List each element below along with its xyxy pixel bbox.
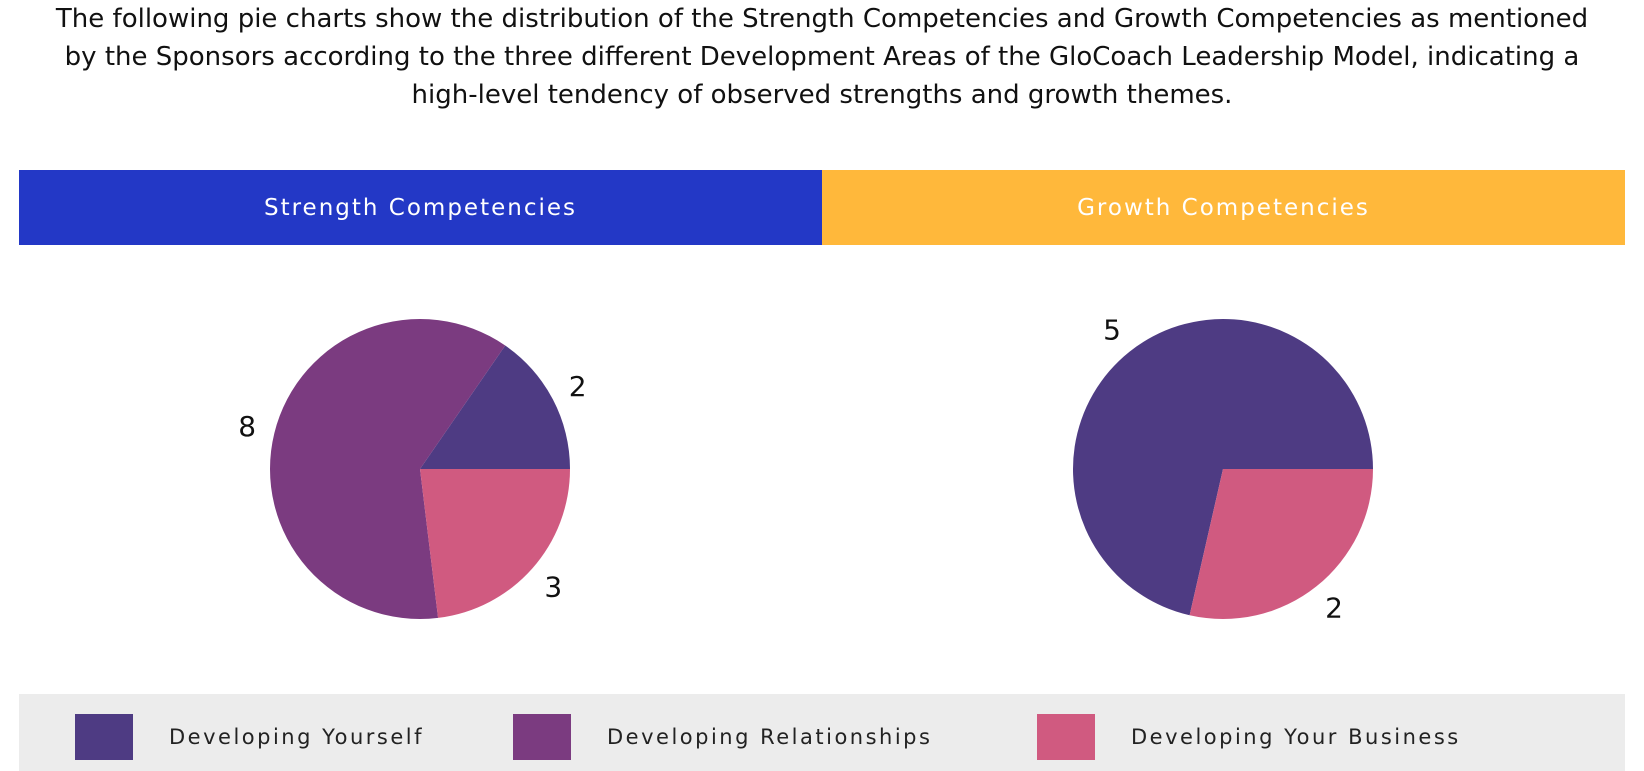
strength-pie: 2 8 3 xyxy=(238,319,587,619)
pie-slice-developing-yourself xyxy=(1073,319,1373,616)
growth-pie: 52 xyxy=(1073,313,1373,625)
pie-slice-developing-your-business xyxy=(420,469,570,618)
legend-swatch xyxy=(75,714,133,760)
legend-label: Developing Relationships xyxy=(607,725,933,749)
slice-value-label: 5 xyxy=(1103,313,1121,346)
legend-item-developing-yourself: Developing Yourself xyxy=(75,714,424,760)
pie-slice-developing-relationships xyxy=(270,319,506,619)
growth-header-label: Growth Competencies xyxy=(1077,194,1370,221)
growth-header: Growth Competencies xyxy=(822,170,1625,245)
legend-item-developing-relationships: Developing Relationships xyxy=(513,714,932,760)
slice-value-label: 2 xyxy=(569,370,587,403)
legend-label: Developing Yourself xyxy=(169,725,425,749)
strength-header: Strength Competencies xyxy=(19,170,822,245)
intro-text: The following pie charts show the distri… xyxy=(55,4,1589,110)
legend: Developing Yourself Developing Relations… xyxy=(19,694,1625,771)
legend-item-developing-your-business: Developing Your Business xyxy=(1037,714,1461,760)
pie-slice-developing-yourself xyxy=(420,345,570,469)
legend-swatch xyxy=(1037,714,1095,760)
pie-charts: 283 52 xyxy=(238,313,1373,625)
slice-value-label: 8 xyxy=(238,410,256,443)
slice-value-label: 2 xyxy=(1325,592,1343,625)
legend-swatch xyxy=(513,714,571,760)
legend-label: Developing Your Business xyxy=(1131,725,1461,749)
slice-value-label: 3 xyxy=(544,571,562,604)
pie-slice-developing-your-business xyxy=(1189,469,1373,619)
strength-header-label: Strength Competencies xyxy=(263,194,577,221)
